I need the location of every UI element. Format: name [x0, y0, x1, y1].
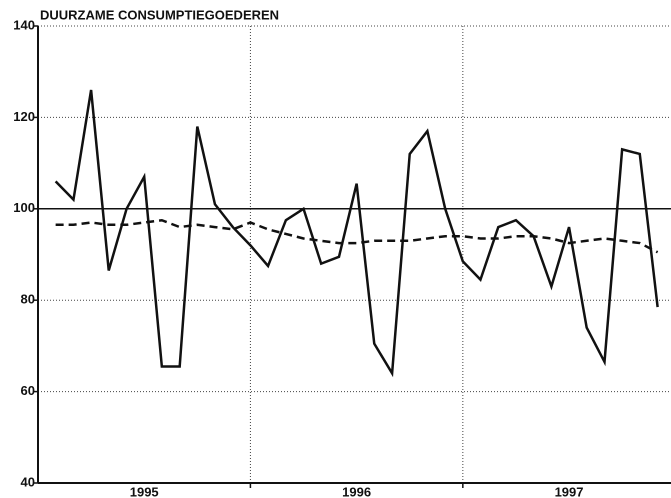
y-tick-label: 80: [21, 292, 35, 307]
y-tick-label: 60: [21, 383, 35, 398]
line-series: [55, 218, 659, 254]
y-tick-label: 120: [13, 109, 35, 124]
line-series: [54, 89, 659, 378]
chart-title: DUURZAME CONSUMPTIEGOEDEREN: [40, 7, 279, 22]
y-tick-label: 140: [13, 17, 35, 32]
x-tick-label: 1996: [342, 484, 371, 498]
y-tick-label: 100: [13, 200, 35, 215]
x-tick-label: 1995: [130, 484, 159, 498]
x-tick-label: 1997: [555, 484, 584, 498]
y-tick-label: 40: [21, 474, 35, 489]
